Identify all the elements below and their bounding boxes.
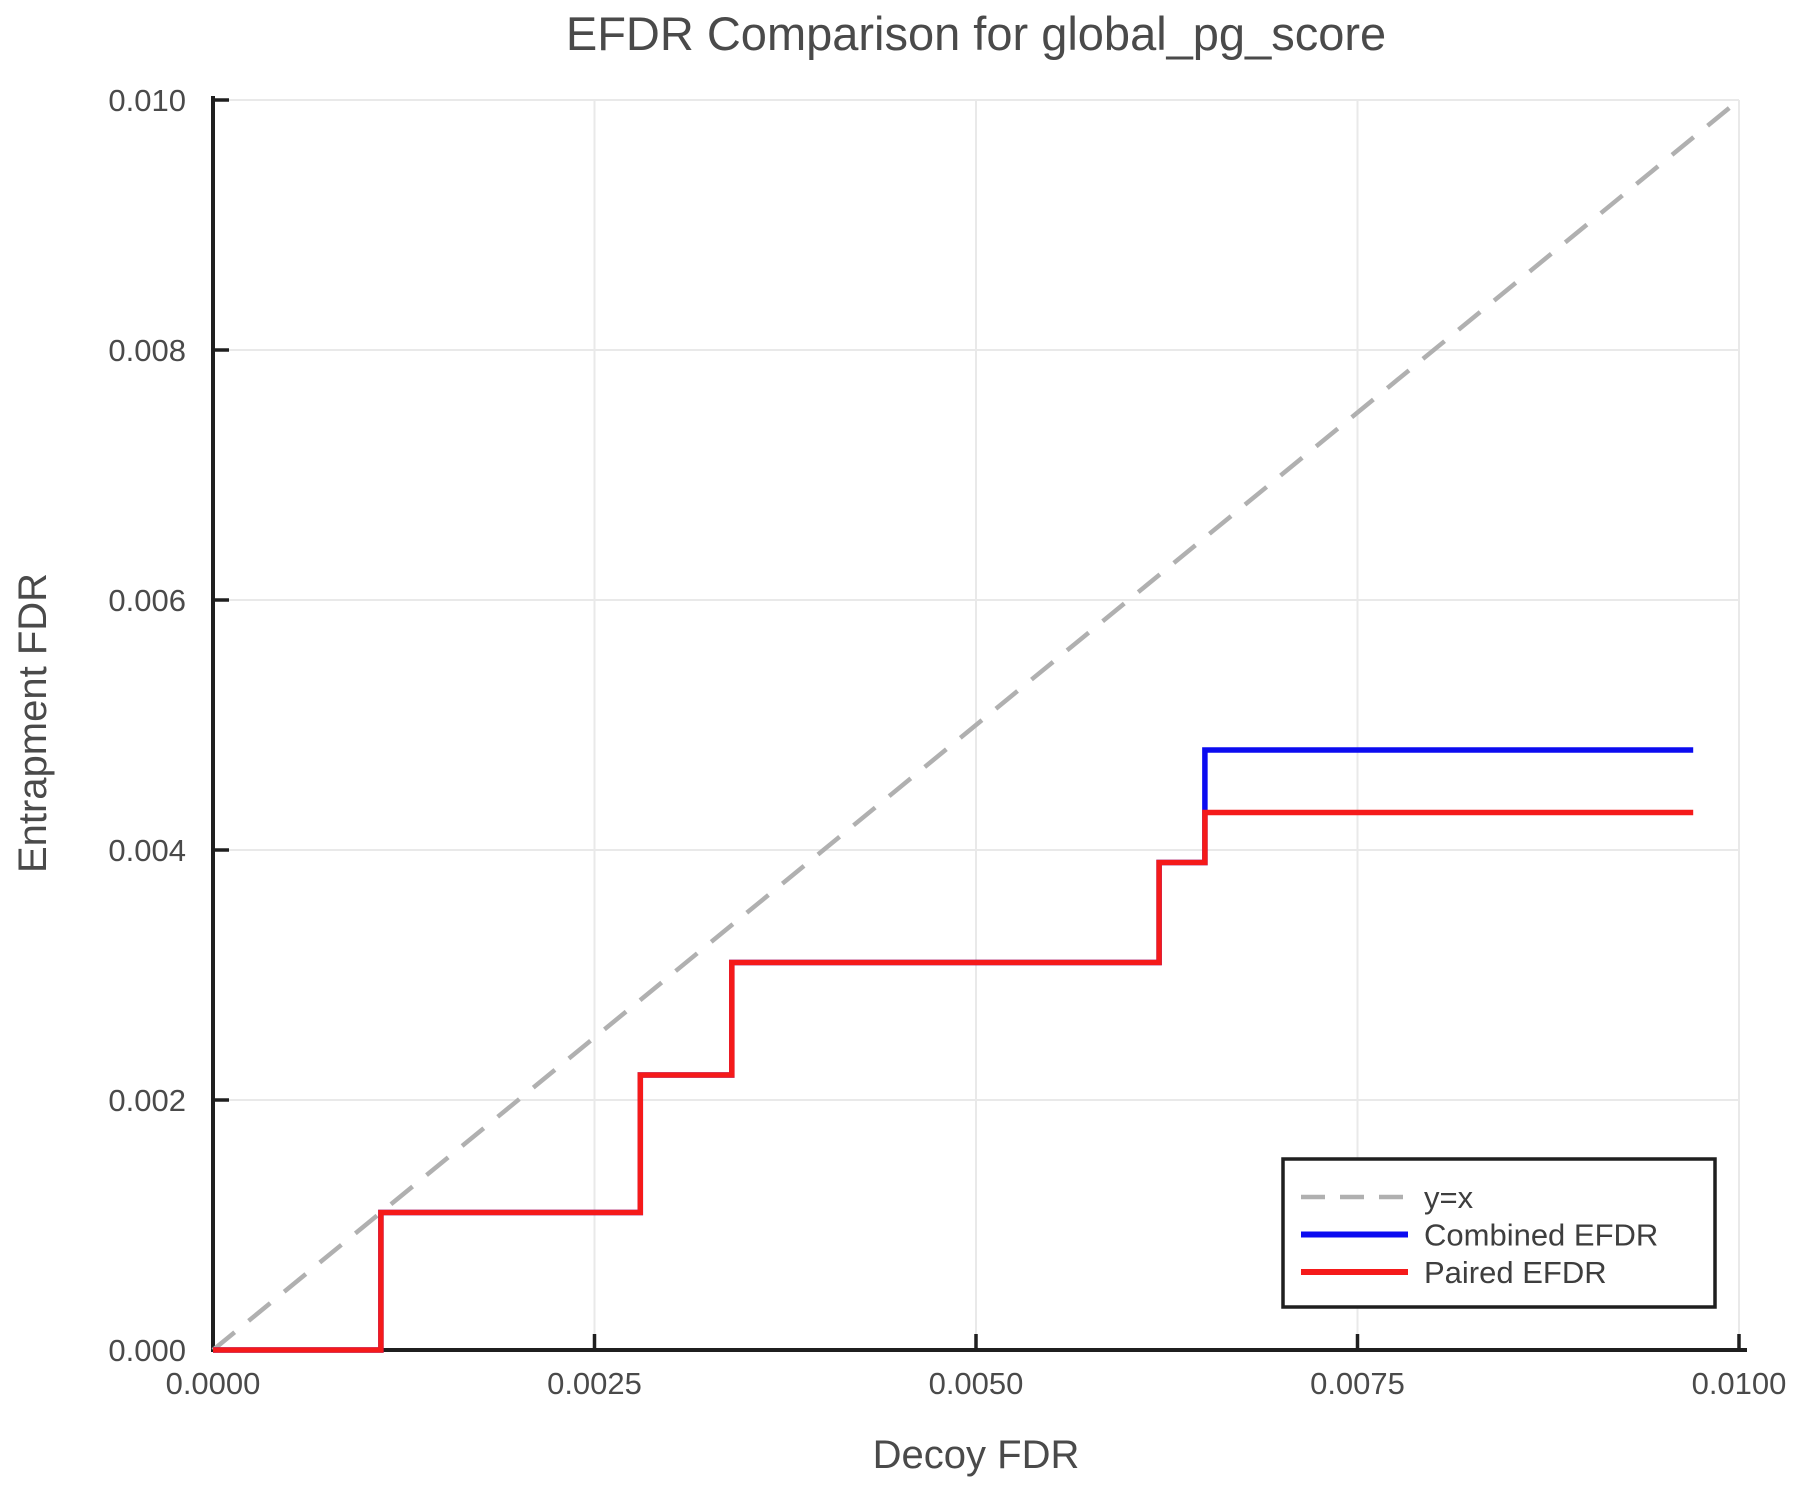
y-tick-label: 0.010 (108, 83, 186, 118)
y-tick-label: 0.008 (108, 333, 186, 368)
chart-title: EFDR Comparison for global_pg_score (566, 7, 1386, 60)
tick-labels: 0.0000 0.0025 0.0050 0.0075 0.0100 0.000 0.002… (108, 83, 1786, 1401)
x-tick-label: 0.0075 (1310, 1366, 1405, 1401)
x-tick-label: 0.0050 (929, 1366, 1024, 1401)
y-tick-label: 0.006 (108, 583, 186, 618)
x-tick-label: 0.0100 (1692, 1366, 1787, 1401)
y-tick-label: 0.000 (108, 1333, 186, 1368)
legend-entry-label: Paired EFDR (1424, 1255, 1607, 1290)
y-axis-label: Entrapment FDR (11, 573, 55, 873)
y-x-line (211, 98, 1741, 1352)
paired-efdr-line (213, 809, 1694, 1353)
legend-entry-label: Combined EFDR (1424, 1218, 1658, 1253)
legend-entry-label: y=x (1424, 1180, 1474, 1215)
gridlines (213, 99, 1740, 1350)
x-tick-label: 0.0000 (166, 1366, 261, 1401)
series-lines (211, 98, 1741, 1353)
axes-spines (211, 96, 1747, 1352)
x-tick-label: 0.0025 (547, 1366, 642, 1401)
x-axis-label: Decoy FDR (873, 1433, 1080, 1477)
y-tick-label: 0.002 (108, 1083, 186, 1118)
y-tick-label: 0.004 (108, 833, 186, 868)
